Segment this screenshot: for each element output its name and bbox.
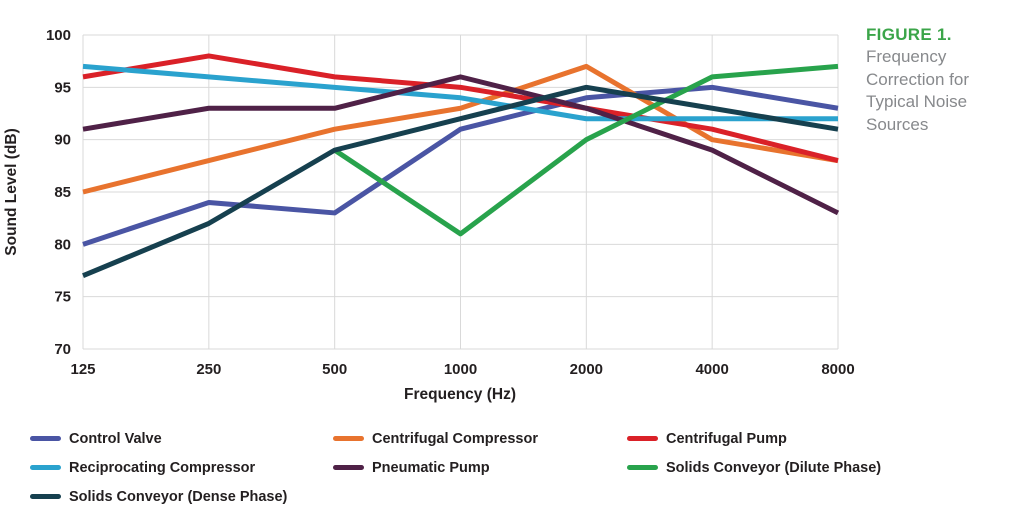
x-tick-2000: 2000 bbox=[570, 361, 603, 378]
series-line-centrifugal-compressor bbox=[82, 63, 839, 195]
y-tick-75: 75 bbox=[54, 289, 71, 306]
legend-swatch-centrifugal-pump bbox=[627, 436, 658, 441]
legend-label-reciprocating-compressor: Reciprocating Compressor bbox=[69, 459, 256, 476]
x-tick-125: 125 bbox=[70, 361, 95, 378]
legend-item-centrifugal-pump: Centrifugal Pump bbox=[627, 424, 994, 453]
x-tick-250: 250 bbox=[196, 361, 221, 378]
legend-swatch-solids-conveyor-dilute-phase bbox=[627, 465, 658, 470]
y-axis-title: Sound Level (dB) bbox=[3, 128, 20, 255]
figure-caption: Frequency Correction for Typical Noise S… bbox=[866, 47, 969, 134]
gridlines bbox=[82, 34, 839, 350]
legend-label-control-valve: Control Valve bbox=[69, 430, 162, 447]
line-chart: 100 95 90 85 80 75 70 125 250 500 1000 2000 4000 8000… bbox=[3, 27, 855, 403]
y-tick-95: 95 bbox=[54, 79, 71, 96]
legend-label-solids-conveyor-dilute-phase: Solids Conveyor (Dilute Phase) bbox=[666, 459, 882, 476]
legend-label-centrifugal-pump: Centrifugal Pump bbox=[666, 430, 787, 447]
legend-item-solids-conveyor-dense-phase: Solids Conveyor (Dense Phase) bbox=[30, 482, 333, 511]
x-tick-4000: 4000 bbox=[695, 361, 728, 378]
x-tick-8000: 8000 bbox=[821, 361, 854, 378]
series-line-centrifugal-pump bbox=[82, 53, 839, 164]
chart-legend: Control Valve Centrifugal Compressor Centr… bbox=[30, 424, 994, 511]
x-tick-500: 500 bbox=[322, 361, 347, 378]
legend-item-control-valve: Control Valve bbox=[30, 424, 333, 453]
figure-caption-block: FIGURE 1. Frequency Correction for Typic… bbox=[866, 24, 1024, 136]
y-tick-100: 100 bbox=[46, 27, 71, 44]
legend-swatch-reciprocating-compressor bbox=[30, 465, 61, 470]
legend-swatch-centrifugal-compressor bbox=[333, 436, 364, 441]
legend-label-pneumatic-pump: Pneumatic Pump bbox=[372, 459, 490, 476]
legend-label-centrifugal-compressor: Centrifugal Compressor bbox=[372, 430, 538, 447]
y-tick-70: 70 bbox=[54, 341, 71, 358]
y-tick-80: 80 bbox=[54, 236, 71, 253]
legend-item-solids-conveyor-dilute-phase: Solids Conveyor (Dilute Phase) bbox=[627, 453, 994, 482]
y-tick-85: 85 bbox=[54, 184, 71, 201]
legend-swatch-pneumatic-pump bbox=[333, 465, 364, 470]
series-line-solids-conveyor-dense-phase bbox=[82, 84, 839, 279]
legend-item-pneumatic-pump: Pneumatic Pump bbox=[333, 453, 627, 482]
figure-label: FIGURE 1. bbox=[866, 25, 952, 44]
series-line-control-valve bbox=[82, 84, 839, 247]
legend-swatch-solids-conveyor-dense-phase bbox=[30, 494, 61, 499]
series-line-reciprocating-compressor bbox=[82, 63, 838, 122]
y-tick-90: 90 bbox=[54, 132, 71, 149]
legend-swatch-control-valve bbox=[30, 436, 61, 441]
x-tick-1000: 1000 bbox=[444, 361, 477, 378]
series-line-pneumatic-pump bbox=[82, 74, 840, 216]
legend-item-centrifugal-compressor: Centrifugal Compressor bbox=[333, 424, 627, 453]
axis-tick-labels: 100 95 90 85 80 75 70 125 250 500 1000 2000 4000 8000 bbox=[46, 27, 855, 378]
chart-series-lines bbox=[82, 53, 840, 279]
legend-label-solids-conveyor-dense-phase: Solids Conveyor (Dense Phase) bbox=[69, 488, 288, 505]
legend-item-reciprocating-compressor: Reciprocating Compressor bbox=[30, 453, 333, 482]
x-axis-title: Frequency (Hz) bbox=[404, 386, 516, 403]
series-line-solids-conveyor-dilute-phase bbox=[333, 63, 839, 237]
